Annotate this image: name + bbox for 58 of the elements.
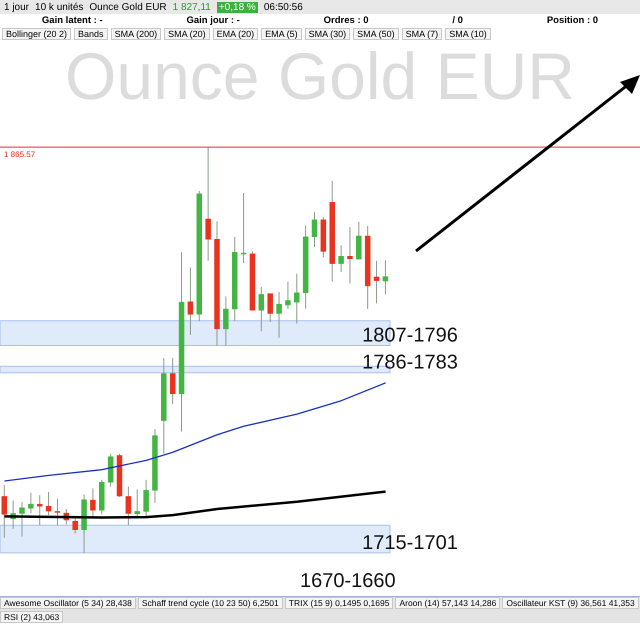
- text: Gain latent : -: [42, 15, 103, 26]
- candlestick: [338, 244, 344, 273]
- text: / 0: [452, 15, 463, 26]
- text: SMA (20): [164, 28, 210, 40]
- candlestick: [90, 488, 96, 518]
- band-label: 1786-1783: [362, 352, 458, 374]
- text: Gain jour : -: [186, 15, 240, 26]
- candlestick: [240, 192, 246, 264]
- text: Bollinger (20 2): [2, 28, 72, 40]
- text: SMA (7): [402, 28, 442, 40]
- candlestick: [276, 291, 282, 338]
- text: Awesome Oscillator (5 34) 28,438: [0, 597, 136, 609]
- candlestick: [382, 260, 388, 295]
- candlestick: [46, 491, 52, 516]
- text: Oscillateur KST (9) 36,561 41,353: [502, 597, 639, 609]
- band-label: 1715-1701: [362, 532, 458, 554]
- candlestick: [285, 280, 291, 310]
- text: RSI (2) 43,063: [0, 611, 64, 623]
- candlestick: [356, 221, 362, 260]
- text: 1 jour: [4, 2, 30, 12]
- candlestick: [2, 484, 8, 538]
- annotation: 1 865.57: [4, 150, 36, 159]
- text: 1 827,11: [172, 2, 211, 12]
- text: Ounce Gold EUR: [89, 2, 167, 12]
- candlestick: [134, 489, 140, 516]
- candlestick: [126, 486, 132, 526]
- candlestick: [143, 479, 149, 518]
- candlestick: [188, 267, 194, 336]
- candlestick: [19, 502, 25, 538]
- text: TRIX (15 9) 0,1495 0,1695: [284, 597, 394, 609]
- candlestick: [170, 358, 176, 404]
- candlestick: [72, 517, 78, 534]
- text: 10 k unités: [35, 2, 84, 12]
- text: EMA (5): [261, 28, 302, 40]
- candlestick: [294, 273, 300, 324]
- text: 06:50:56: [264, 2, 303, 12]
- text: EMA (20): [212, 28, 258, 40]
- candlestick: [267, 293, 273, 323]
- band-label: 1807-1796: [362, 324, 458, 347]
- candlestick: [36, 494, 42, 526]
- candlestick: [312, 212, 318, 248]
- text: +0,18 %: [216, 2, 258, 12]
- text: Ordres : 0: [324, 15, 369, 26]
- text: Bands: [74, 28, 108, 40]
- text: SMA (50): [353, 28, 399, 40]
- text: Aroon (14) 57,143 14,286: [395, 597, 500, 609]
- text: Position : 0: [546, 15, 598, 26]
- candlestick: [54, 498, 60, 526]
- candlestick: [223, 296, 229, 346]
- candlestick: [374, 260, 380, 304]
- text: 1670-1660: [300, 570, 396, 593]
- text: SMA (30): [304, 28, 350, 40]
- text: SMA (200): [110, 28, 162, 40]
- candlestick: [347, 226, 353, 284]
- candlestick: [28, 492, 34, 514]
- candlestick: [258, 286, 264, 332]
- text: SMA (10): [445, 28, 491, 40]
- text: Schaff trend cycle (10 23 50) 6,2501: [138, 597, 283, 609]
